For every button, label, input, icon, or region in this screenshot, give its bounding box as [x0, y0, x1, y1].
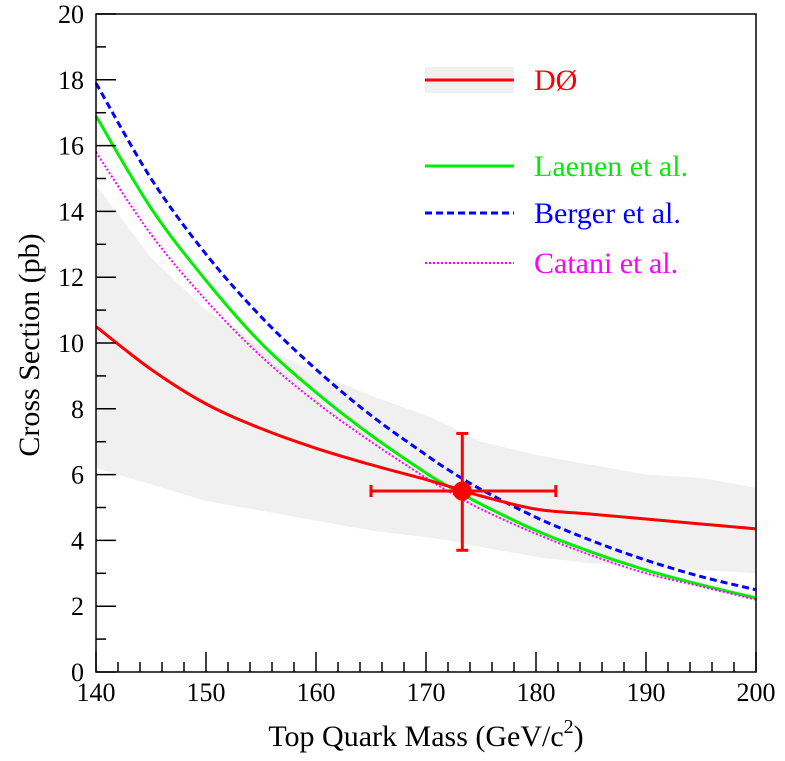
x-tick-label: 180 [517, 678, 556, 707]
do-uncertainty-band [96, 185, 756, 574]
y-tick-label: 6 [71, 461, 84, 490]
x-tick-label: 190 [627, 678, 666, 707]
legend-label-d: DØ [534, 64, 577, 97]
x-axis-title-tail: ) [574, 720, 584, 753]
series-line-catani-et-al [95, 151, 757, 601]
y-tick-label: 8 [71, 395, 84, 424]
x-tick-label: 160 [297, 678, 336, 707]
y-tick-label: 18 [58, 66, 84, 95]
legend-label-berger-et-al: Berger et al. [534, 197, 681, 230]
y-tick-label: 12 [58, 263, 84, 292]
legend-label-catani-et-al: Catani et al. [534, 247, 678, 280]
legend: DØ Laenen et al. Berger et al. Catani et al… [425, 64, 688, 280]
y-tick-label: 16 [58, 132, 84, 161]
y-tick-label: 10 [58, 329, 84, 358]
y-tick-label: 2 [71, 592, 84, 621]
x-axis-title: Top Quark Mass (GeV/c2) [268, 716, 583, 753]
x-tick-label: 140 [77, 678, 116, 707]
measurement-point [452, 481, 472, 501]
measurement-point-layer [369, 431, 558, 552]
do-uncertainty-band-layer [96, 185, 756, 574]
x-tick-label: 150 [187, 678, 226, 707]
legend-label-laenen-et-al: Laenen et al. [534, 150, 688, 183]
series-line-berger-et-al [94, 82, 757, 592]
y-tick-label: 0 [71, 658, 84, 687]
y-tick-label: 14 [58, 197, 84, 226]
axes: 140 150 160 170 180 190 200 0 2 4 6 8 10 12 14 16 18 20 [58, 0, 776, 707]
series-line-d [95, 325, 757, 531]
y-tick-label: 20 [58, 0, 84, 29]
x-axis-title-superscript: 2 [564, 716, 574, 738]
x-axis-title-main: Top Quark Mass (GeV/c [268, 720, 563, 753]
theory-curves-layer [94, 82, 757, 601]
series-line-laenen-et-al [94, 115, 757, 600]
y-axis-title: Cross Section (pb) [13, 233, 46, 456]
x-tick-label: 170 [407, 678, 446, 707]
y-tick-label: 4 [71, 526, 84, 555]
x-tick-label: 200 [737, 678, 776, 707]
